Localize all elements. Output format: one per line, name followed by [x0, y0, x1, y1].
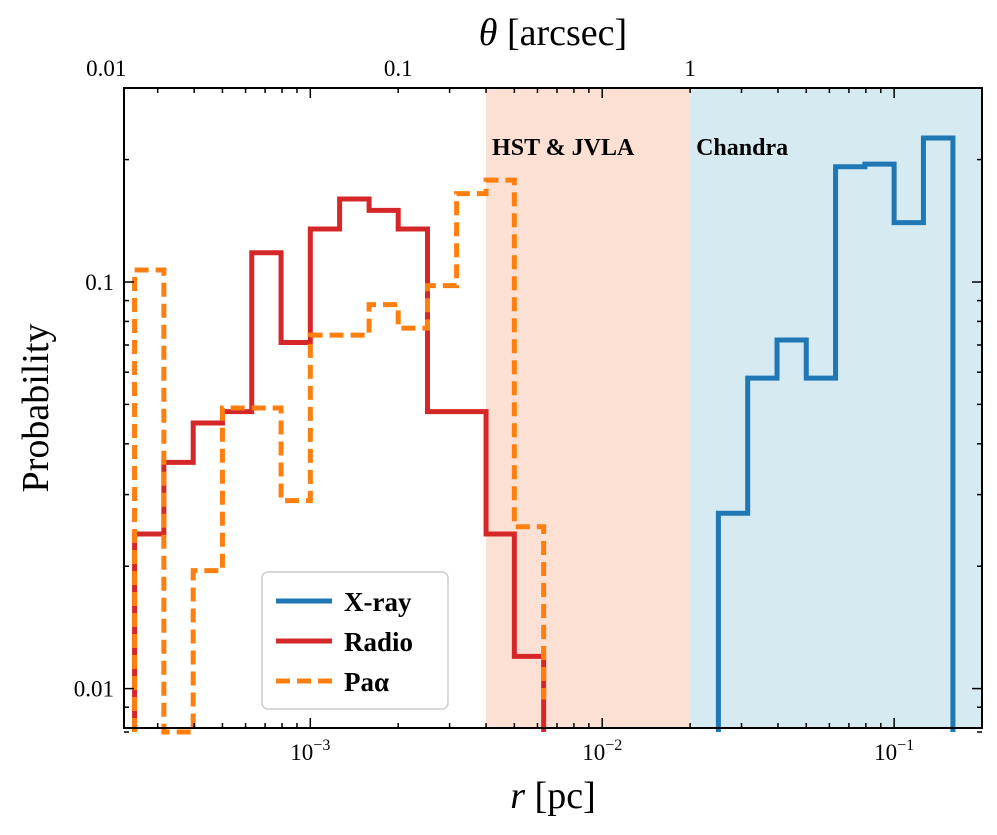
- y-tick-label-1: 0.01: [74, 677, 114, 702]
- x-tick-base: 10: [874, 740, 897, 765]
- x-axis-unit: [pc]: [525, 775, 596, 817]
- x-tick-base: 10: [290, 740, 313, 765]
- series-layer: [132, 135, 956, 735]
- x-tick-label-1: 10−2: [582, 737, 622, 765]
- x-tick-label-2: 10−1: [874, 737, 914, 765]
- top-tick-label-2: 1: [684, 56, 696, 81]
- top-axis-label: θ [arcsec]: [479, 12, 627, 54]
- top-tick-label-0: 0.01: [86, 56, 126, 81]
- regions-layer: [486, 88, 982, 728]
- plot-frame: [123, 87, 983, 729]
- top-tick-label-1: 0.1: [384, 56, 413, 81]
- series-pa-: [132, 177, 547, 735]
- x-tick-exponent: −1: [897, 737, 914, 754]
- x-axis-label: r [pc]: [510, 775, 595, 817]
- region-0: [486, 88, 691, 728]
- x-tick-exponent: −2: [605, 737, 622, 754]
- legend-box: [261, 571, 449, 710]
- x-tick-exponent: −3: [313, 737, 330, 754]
- x-axis-symbol: r: [510, 775, 525, 817]
- ticks-layer: [124, 88, 983, 733]
- top-axis-unit: [arcsec]: [497, 12, 627, 54]
- legend: X-ray Radio Paα: [261, 571, 449, 710]
- region-label-0: HST & JVLA: [492, 135, 635, 161]
- legend-label-0: X-ray: [344, 587, 412, 617]
- x-tick-base: 10: [582, 740, 605, 765]
- legend-label-1: Radio: [344, 627, 413, 657]
- y-tick-label-0: 0.1: [85, 270, 114, 295]
- series-radio: [132, 196, 547, 732]
- top-axis-symbol: θ: [479, 12, 498, 54]
- series-x-ray: [715, 135, 956, 732]
- legend-label-2: Paα: [344, 667, 389, 697]
- x-tick-label-0: 10−3: [290, 737, 330, 765]
- y-axis-label: Probability: [15, 324, 57, 493]
- region-label-1: Chandra: [696, 135, 788, 161]
